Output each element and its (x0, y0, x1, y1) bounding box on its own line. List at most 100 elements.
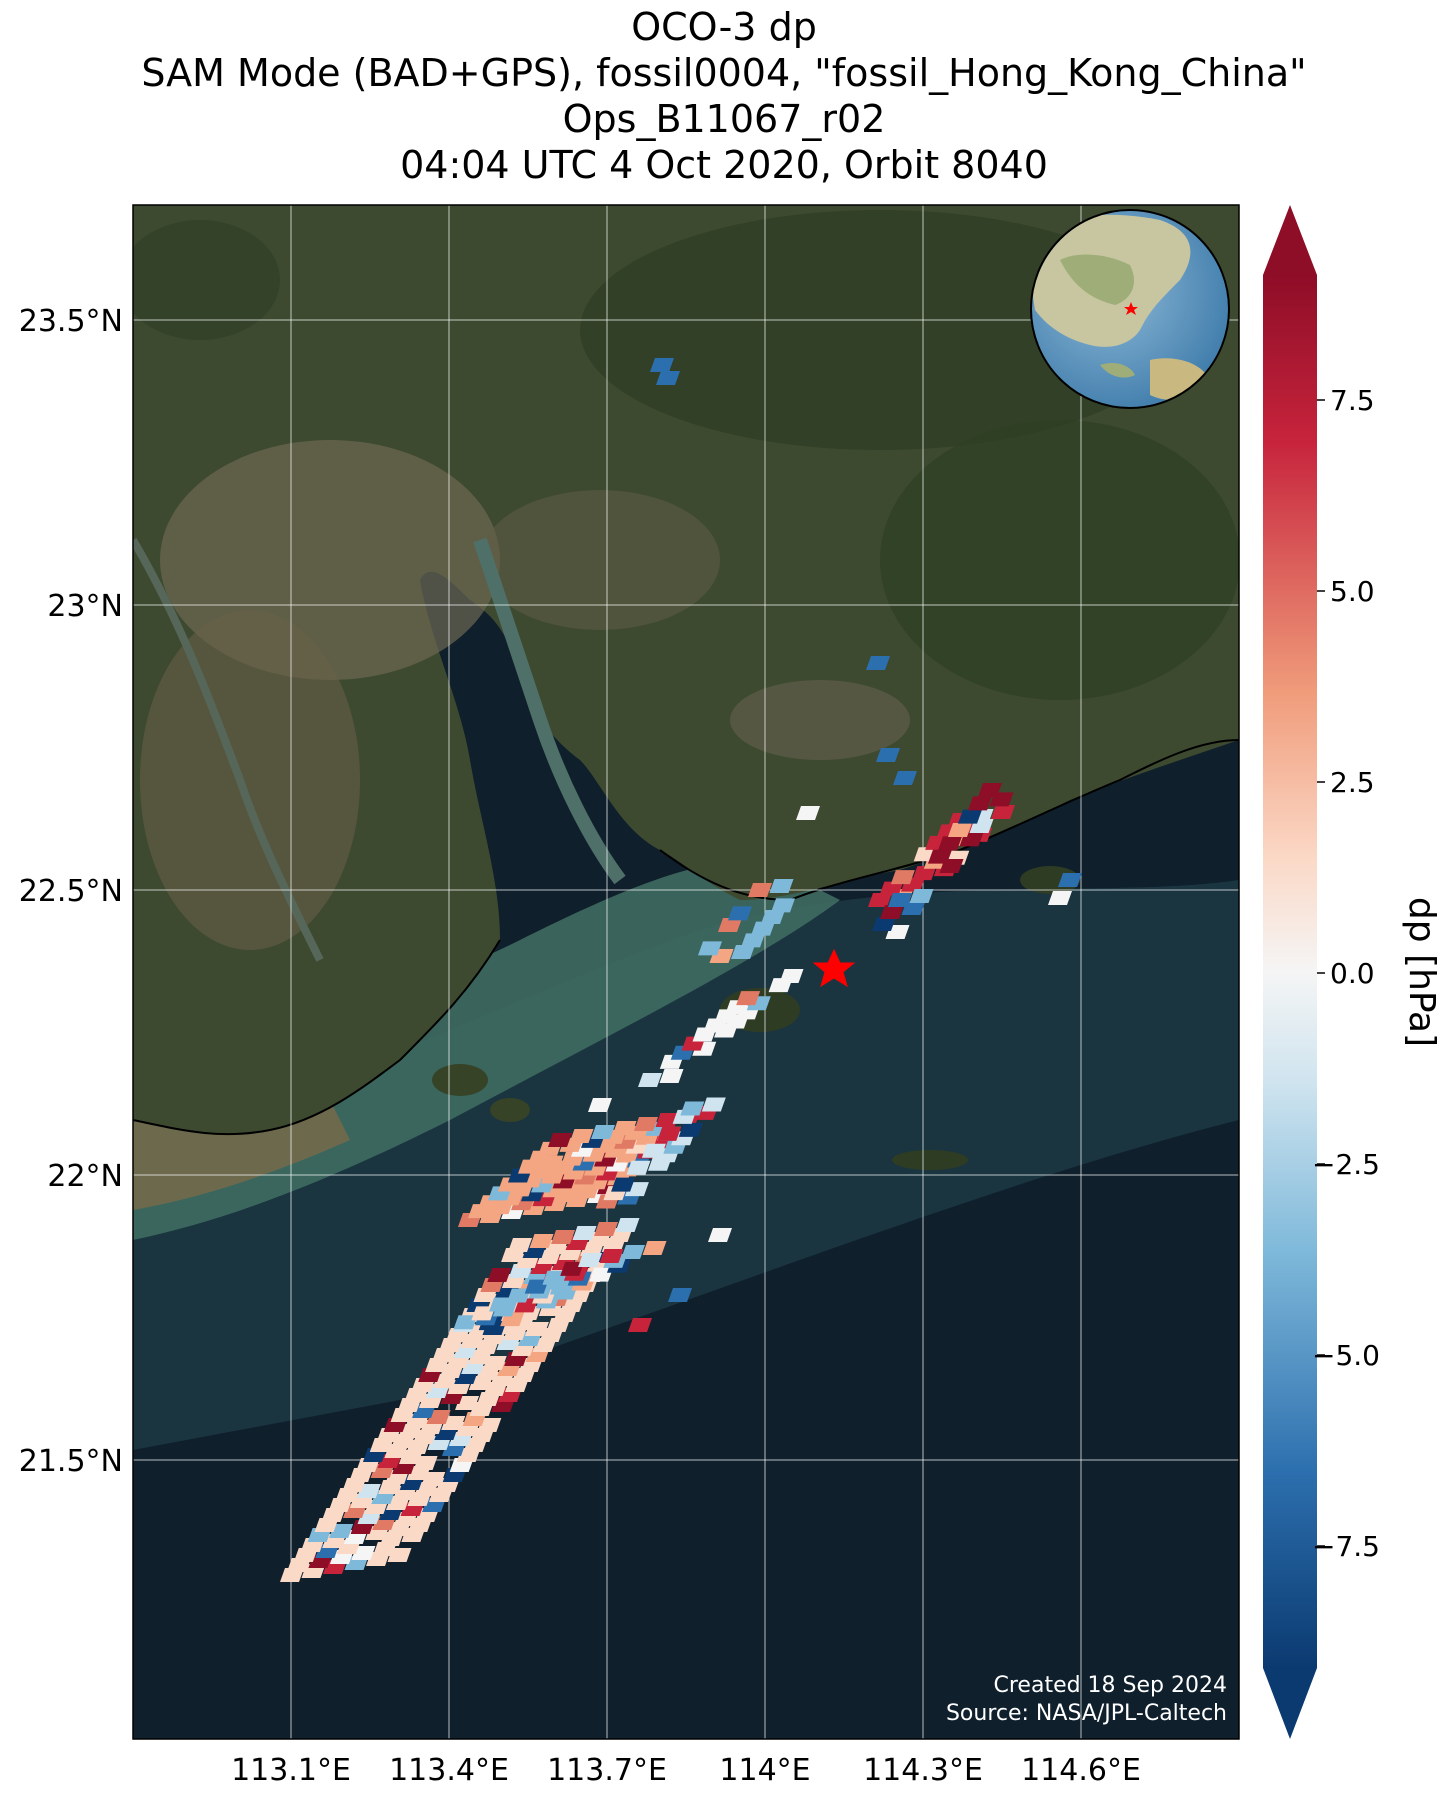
sounding-cell (621, 1245, 645, 1259)
sounding-cell (698, 941, 722, 956)
chart-title-line-3: Ops_B11067_r02 (562, 97, 886, 141)
sounding-footprints (280, 358, 1082, 1582)
sounding-cell (779, 969, 804, 983)
credit-source: Source: NASA/JPL-Caltech (946, 1701, 1227, 1726)
sounding-cell (728, 906, 752, 921)
sounding-cell (589, 1267, 614, 1282)
lon-tick-label: 114°E (719, 1753, 810, 1788)
lat-tick-label: 23.5°N (19, 304, 123, 339)
sounding-cell (928, 849, 952, 864)
sounding-cell (487, 1268, 512, 1282)
sounding-cell (628, 1318, 652, 1332)
sounding-cell (615, 1218, 640, 1232)
sounding-cell (506, 1288, 531, 1303)
credit-created: Created 18 Sep 2024 (994, 1673, 1228, 1698)
sounding-cell (548, 1133, 572, 1147)
chart-title-line-2: SAM Mode (BAD+GPS), fossil0004, "fossil_… (141, 51, 1307, 95)
sounding-cell (453, 1315, 478, 1330)
sounding-cell (638, 1073, 662, 1087)
sounding-cell (594, 1222, 618, 1236)
sounding-cell (634, 1117, 658, 1131)
sounding-cell (560, 1261, 585, 1276)
chart-title-line-4: 04:04 UTC 4 Oct 2020, Orbit 8040 (400, 143, 1048, 187)
sounding-cell (796, 806, 820, 820)
map-frame (132, 204, 1240, 1740)
sounding-cell (736, 991, 761, 1006)
sounding-cell (569, 1129, 594, 1143)
sounding-cell (876, 748, 900, 762)
sounding-cell (866, 656, 890, 670)
colorbar-tick-label: −7.5 (1312, 1530, 1380, 1563)
sounding-cell (912, 866, 937, 881)
sounding-cell (938, 836, 962, 851)
sounding-cell (657, 1126, 682, 1141)
globe-inset (1030, 209, 1230, 409)
globe-target-star-icon (1124, 302, 1138, 315)
sounding-cell (991, 805, 1015, 819)
sounding-cell (642, 1241, 667, 1255)
sounding-cell (471, 1306, 496, 1321)
sounding-cell (868, 893, 892, 907)
sounding-cell (599, 1249, 624, 1263)
sounding-cell (968, 796, 992, 811)
lon-tick-label: 114.6°E (1021, 1753, 1141, 1788)
lat-tick-label: 22.5°N (19, 874, 123, 909)
sounding-cell (769, 879, 794, 893)
sounding-cell (872, 917, 896, 931)
colorbar-gradient (1263, 275, 1317, 1668)
sounding-cell (1058, 873, 1082, 887)
sounding-cell (1048, 891, 1072, 905)
sounding-cell (588, 1098, 612, 1112)
colorbar-tick-label: −5.0 (1312, 1339, 1380, 1372)
lon-tick-label: 113.7°E (547, 1753, 667, 1788)
sounding-cell (748, 883, 772, 897)
lon-tick-label: 114.3°E (863, 1753, 983, 1788)
colorbar-min-arrow (1263, 1668, 1317, 1739)
colorbar-tick-label: 0.0 (1330, 957, 1375, 990)
sounding-cell (958, 809, 982, 824)
colorbar-tick-label: −2.5 (1312, 1148, 1380, 1181)
sounding-cell (551, 1230, 575, 1244)
sounding-cell (542, 1270, 567, 1285)
colorbar-tick-label: 2.5 (1330, 766, 1375, 799)
sounding-cell (771, 898, 795, 913)
sounding-cell (948, 823, 972, 837)
lat-tick-label: 21.5°N (19, 1444, 123, 1479)
sounding-cell (879, 881, 904, 896)
sounding-cell (659, 1069, 684, 1083)
lon-tick-label: 113.4°E (389, 1753, 509, 1788)
sounding-cell (751, 921, 775, 936)
sounding-cell (612, 1121, 637, 1135)
sounding-cell (893, 771, 917, 785)
sounding-cell (572, 1226, 597, 1240)
sounding-cell (678, 1122, 703, 1137)
sounding-cell (656, 371, 680, 385)
sounding-cell (591, 1125, 615, 1139)
lon-tick-label: 113.1°E (231, 1753, 351, 1788)
map-basemap: Created 18 Sep 2024 Source: NASA/JPL-Cal… (133, 205, 1239, 1739)
sounding-cell (489, 1297, 514, 1312)
sounding-cell (741, 933, 765, 948)
target-star-icon (812, 948, 856, 988)
lat-tick-label: 22°N (47, 1159, 123, 1194)
sounding-cell (578, 1253, 602, 1267)
colorbar-max-arrow (1263, 205, 1317, 275)
sounding-cell (641, 1143, 666, 1158)
sounding-cell (529, 1234, 554, 1248)
sounding-cell (909, 889, 934, 903)
sounding-cell (761, 910, 785, 924)
sounding-cell (626, 1160, 651, 1175)
sounding-cell (888, 893, 912, 907)
sounding-cell (890, 870, 915, 885)
colorbar-tick-label: 7.5 (1330, 384, 1375, 417)
sounding-cell (524, 1279, 549, 1294)
sounding-cell (701, 1097, 726, 1112)
sounding-cell (708, 1228, 732, 1242)
sounding-cell (880, 905, 904, 919)
colorbar: 7.5 5.0 2.5 0.0 −2.5 −5.0 −7.5 dp [hPa] (1263, 205, 1442, 1739)
lat-tick-label: 23°N (47, 589, 123, 624)
sounding-cell (650, 358, 674, 372)
sounding-cell (508, 1238, 532, 1252)
sounding-cell (611, 1177, 636, 1192)
